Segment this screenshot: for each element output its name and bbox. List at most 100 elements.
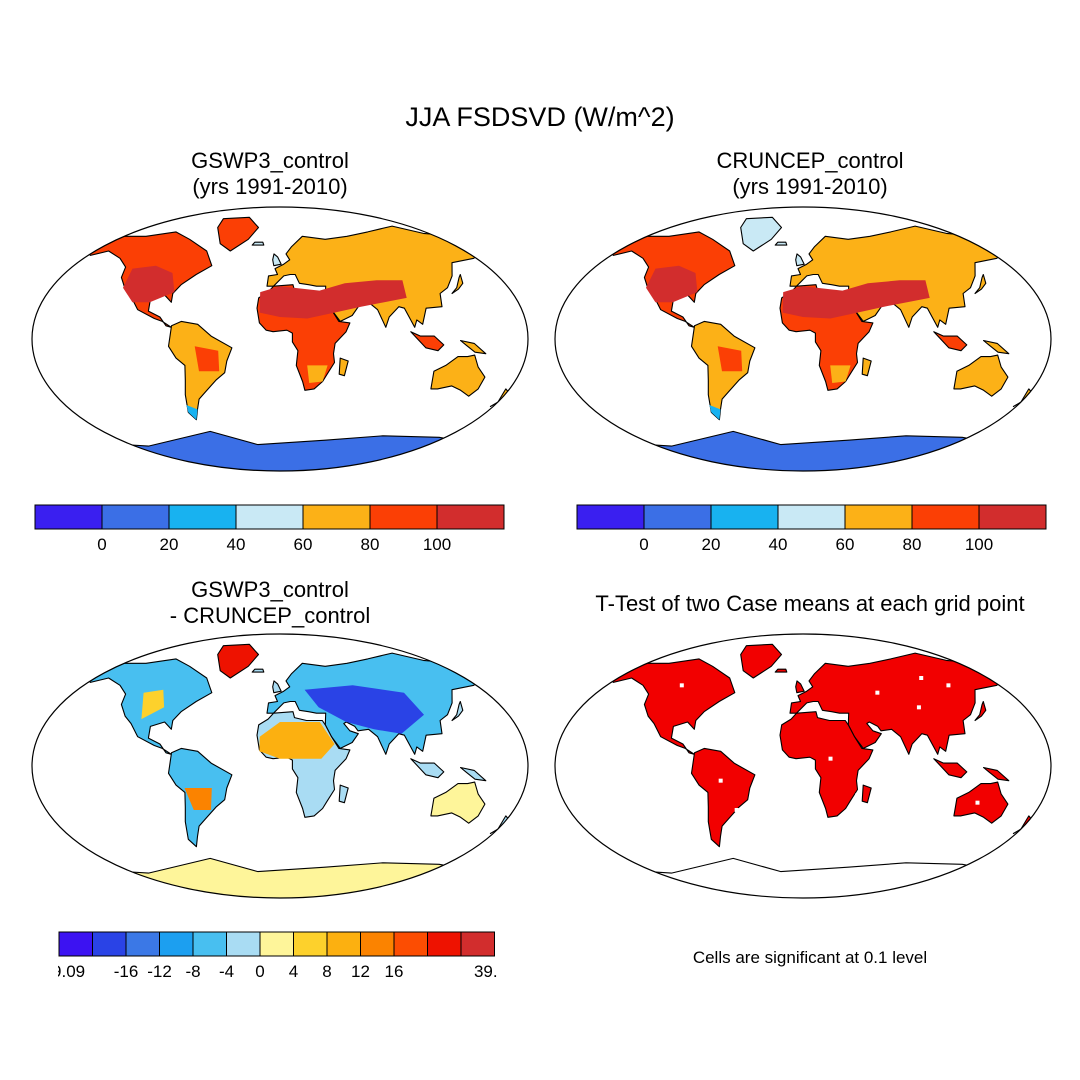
map-difference (31, 633, 529, 899)
landmass-newguinea (459, 766, 487, 782)
colorbar-tick-label: -12 (147, 962, 172, 981)
colorbar-tick-label: 60 (836, 535, 855, 554)
landmass-australia (430, 354, 486, 397)
map-border (554, 633, 1052, 899)
colorbar-tick-label: 40 (227, 535, 246, 554)
region-central-na-positive (141, 689, 165, 720)
landmass-japan (451, 273, 464, 295)
panel-title-gswp3: GSWP3_control (yrs 1991-2010) (60, 148, 480, 200)
non-significant-cell (718, 778, 723, 783)
landmass-iceland (251, 241, 265, 246)
panel-title-cruncep: CRUNCEP_control (yrs 1991-2010) (600, 148, 1020, 200)
region-patagonia (709, 405, 721, 420)
colorbar-box (226, 931, 261, 957)
region-north-america-maximum (123, 265, 175, 303)
colorbar-tick-label: 0 (255, 962, 264, 981)
colorbar-box (460, 931, 495, 957)
landmass-uk (795, 680, 805, 694)
panel-title-ttest: T-Test of two Case means at each grid po… (545, 591, 1075, 617)
landmass-madagascar (861, 784, 872, 804)
colorbar-tick-label: -4 (219, 962, 234, 981)
figure-title: JJA FSDSVD (W/m^2) (405, 102, 675, 132)
significance-note: Cells are significant at 0.1 level (692, 948, 928, 967)
colorbar-box (369, 504, 438, 530)
panel-title-line1: CRUNCEP_control (716, 148, 904, 173)
colorbar-tick-label: 8 (322, 962, 331, 981)
region-eurasia-negative (304, 685, 424, 734)
landmass-iceland (251, 668, 265, 673)
colorbar-box (92, 931, 127, 957)
panel-title-line1: GSWP3_control (191, 577, 349, 602)
landmass-newguinea (982, 766, 1010, 782)
region-brazil (717, 346, 743, 372)
landmass-indonesia (933, 758, 968, 779)
non-significant-cell (875, 690, 880, 695)
non-significant-cell (679, 683, 684, 688)
colorbar-tick-label: 16 (385, 962, 404, 981)
landmass-namerica (608, 658, 736, 755)
colorbar-box (643, 504, 712, 530)
landmass-japan (974, 273, 987, 295)
landmass-newguinea (459, 339, 487, 355)
landmass-indonesia (410, 331, 445, 352)
landmass-japan (974, 700, 987, 722)
map-border (554, 206, 1052, 472)
region-south-africa (307, 365, 328, 383)
colorbar-box (436, 504, 505, 530)
landmass-greenland (740, 216, 783, 252)
colorbar-tick-label: 20 (160, 535, 179, 554)
colorbar-tick-label: 60 (294, 535, 313, 554)
colorbar-box (844, 504, 913, 530)
non-significant-cell (975, 800, 980, 805)
landmass-uk (272, 680, 282, 694)
colorbar-tick-label: 80 (361, 535, 380, 554)
colorbar-tick-label: 100 (423, 535, 451, 554)
colorbar-tick-label: 0 (639, 535, 648, 554)
panel-title-line2: (yrs 1991-2010) (732, 174, 888, 199)
colorbar-box (235, 504, 304, 530)
landmass-uk (795, 253, 805, 267)
landmass-iceland (774, 241, 788, 246)
region-north-america-maximum (646, 265, 698, 303)
colorbar-box (58, 931, 93, 957)
non-significant-cell (734, 808, 739, 812)
region-patagonia (186, 405, 198, 420)
map-gswp3 (31, 206, 529, 472)
landmass-indonesia (933, 331, 968, 352)
landmass-australia (953, 354, 1009, 397)
colorbar-box (159, 931, 194, 957)
colorbar-box (911, 504, 980, 530)
colorbar-box (293, 931, 328, 957)
map-cruncep (554, 206, 1052, 472)
colorbar-tick-label: 20 (702, 535, 721, 554)
colorbar-tick-label: 4 (289, 962, 298, 981)
colorbar-box (101, 504, 170, 530)
colorbar-tick-label: 100 (965, 535, 993, 554)
colorbar-box (259, 931, 294, 957)
landmass-greenland (740, 643, 783, 679)
landmass-indonesia (410, 758, 445, 779)
region-brazil (194, 346, 220, 372)
region-south-africa (830, 365, 851, 383)
colorbar-box (192, 931, 227, 957)
colorbar-tick-label: -8 (185, 962, 200, 981)
colorbar-tick-label: 39.9 (474, 962, 498, 981)
colorbar-box (710, 504, 779, 530)
map-ttest (554, 633, 1052, 899)
region-south-america-positive (184, 788, 212, 810)
landmass-samerica (690, 747, 756, 848)
landmass-iceland (774, 668, 788, 673)
landmass-madagascar (338, 784, 349, 804)
colorbar-tick-label: -16 (114, 962, 139, 981)
colorbar-tick-label: 0 (97, 535, 106, 554)
colorbar-tick-label: 12 (351, 962, 370, 981)
colorbar-difference: -29.09 -16 -12 -8 -4 0 4 8 12 16 39.9 (58, 931, 498, 981)
non-significant-cell (946, 683, 951, 688)
panel-title-line1: T-Test of two Case means at each grid po… (595, 591, 1025, 616)
colorbar-box (576, 504, 645, 530)
colorbar-tick-label: -29.09 (58, 962, 85, 981)
landmass-madagascar (861, 357, 872, 377)
colorbar-box (393, 931, 428, 957)
landmass-africa (779, 711, 874, 818)
colorbar-box (302, 504, 371, 530)
